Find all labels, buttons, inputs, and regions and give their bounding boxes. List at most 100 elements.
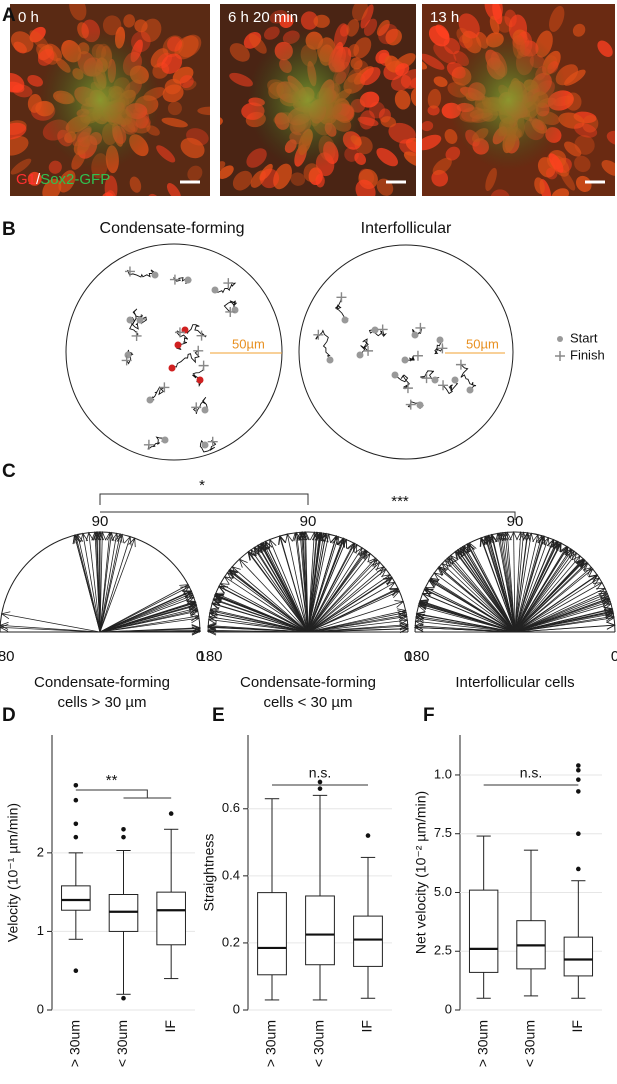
y-tick-label: 0: [445, 1001, 452, 1016]
cell: [433, 43, 457, 65]
direction: [307, 619, 408, 633]
direction: [514, 582, 603, 633]
cell: [606, 130, 615, 146]
direction: [307, 553, 371, 633]
direction: [260, 543, 309, 633]
cell: [27, 171, 42, 186]
arrowhead: [483, 535, 491, 546]
arrowhead: [116, 533, 125, 544]
arrowhead: [207, 627, 217, 636]
arrowhead: [0, 621, 9, 630]
direction: [99, 586, 190, 633]
start: [451, 376, 459, 384]
arrowhead: [604, 609, 614, 618]
outlier: [576, 763, 581, 768]
direction: [307, 624, 408, 633]
field-circle: [298, 244, 514, 460]
direction: [210, 608, 309, 633]
direction: [224, 576, 309, 633]
cell: [355, 179, 376, 196]
direction: [99, 533, 118, 633]
arrowhead: [590, 577, 601, 586]
direction: [74, 535, 101, 633]
finish: [223, 278, 234, 289]
outlier: [73, 821, 79, 827]
finish: [174, 327, 185, 338]
cell: [575, 175, 592, 192]
arrowhead: [606, 621, 616, 630]
arrowhead: [496, 532, 505, 542]
arrowhead: [254, 546, 263, 557]
arrowhead: [209, 607, 220, 615]
arrowhead: [346, 542, 355, 552]
arrowhead: [128, 537, 136, 548]
outlier: [317, 786, 323, 791]
arrowhead: [532, 533, 540, 544]
finish: [191, 402, 202, 413]
cell: [172, 66, 194, 84]
field-circle: [65, 243, 283, 461]
cell: [220, 161, 226, 173]
direction: [218, 585, 309, 633]
finish: [363, 345, 374, 356]
cell: [58, 170, 76, 193]
direction: [99, 631, 201, 633]
direction: [208, 626, 309, 633]
cell: [180, 137, 205, 159]
arrowhead: [480, 536, 488, 547]
arrowhead: [188, 606, 199, 614]
cell: [422, 121, 434, 132]
arrowhead: [588, 574, 599, 584]
start: [466, 386, 474, 394]
cell: [456, 27, 471, 44]
arrowhead: [72, 534, 81, 545]
cell: [422, 134, 442, 151]
arrowhead: [579, 562, 589, 572]
direction: [514, 535, 543, 633]
start: [411, 331, 419, 339]
arrowhead: [424, 586, 435, 595]
finish: [455, 359, 466, 370]
arrowhead: [190, 615, 201, 624]
arrowhead: [301, 531, 310, 541]
cell: [574, 155, 591, 173]
cell: [42, 178, 62, 196]
start: [211, 286, 219, 294]
direction: [215, 592, 309, 633]
track: [199, 439, 217, 453]
cell: [444, 129, 458, 144]
direction: [96, 532, 101, 633]
cell: [187, 165, 203, 182]
arrowhead: [231, 566, 241, 575]
micrographs: [10, 4, 615, 196]
box: [108, 894, 139, 932]
direction: [307, 582, 396, 633]
direction: [446, 558, 516, 633]
direction: [514, 608, 613, 633]
cell: [346, 18, 360, 37]
cell: [352, 4, 369, 21]
y-axis-label: Velocity (10⁻¹ µm/min): [5, 803, 21, 942]
cell: [27, 93, 42, 113]
cell: [380, 116, 397, 128]
direction: [502, 532, 516, 633]
outlier: [576, 777, 581, 782]
cell: [10, 122, 27, 140]
arrowhead: [437, 567, 447, 577]
cell: [394, 90, 411, 110]
start: [356, 351, 364, 359]
sig-bracket: [100, 511, 516, 520]
arrowhead: [228, 569, 238, 579]
direction: [286, 534, 309, 633]
direction: [415, 617, 516, 633]
cell: [179, 75, 194, 89]
direction: [239, 558, 309, 633]
panel-letter: B: [2, 219, 16, 240]
arrowhead: [600, 598, 611, 606]
arrowhead: [550, 540, 559, 551]
angle-label: 90: [507, 513, 524, 530]
track: [359, 338, 369, 356]
direction: [514, 563, 588, 633]
arrowhead: [518, 531, 527, 541]
direction: [418, 605, 516, 633]
